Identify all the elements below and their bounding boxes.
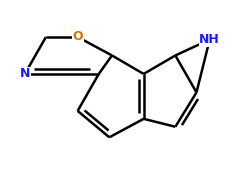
- Text: NH: NH: [199, 33, 219, 46]
- Text: O: O: [72, 30, 83, 43]
- Text: N: N: [20, 67, 30, 80]
